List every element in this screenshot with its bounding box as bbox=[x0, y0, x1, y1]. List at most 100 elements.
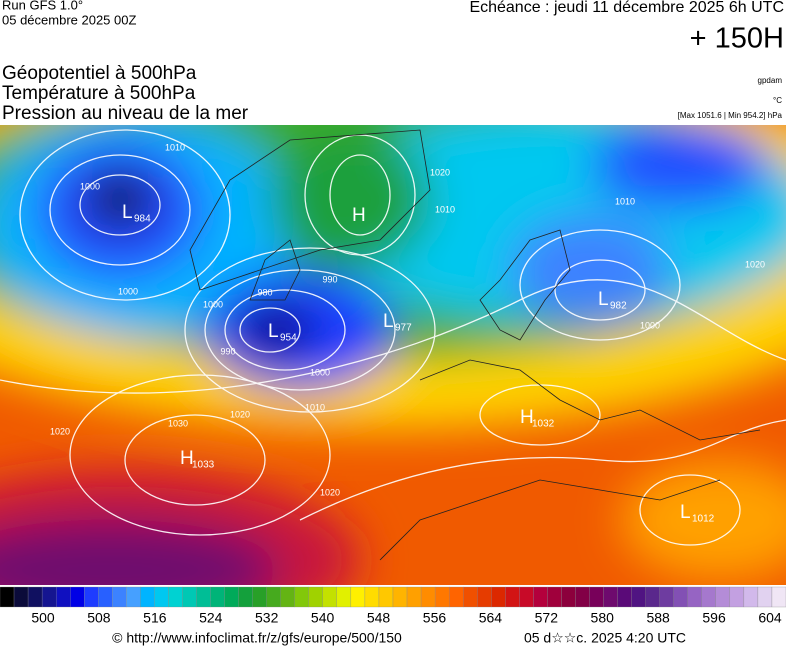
colorbar-swatch bbox=[280, 586, 295, 608]
isobar-label: 1000 bbox=[640, 320, 660, 330]
colorbar-swatch bbox=[154, 586, 169, 608]
colorbar-swatch bbox=[701, 586, 716, 608]
colorbar-swatch bbox=[420, 586, 436, 608]
generated-time: 05 d☆☆c. 2025 4:20 UTC bbox=[524, 630, 686, 646]
colorbar-swatch bbox=[533, 586, 548, 608]
field-title: Géopotentiel à 500hPa bbox=[2, 63, 197, 84]
colorbar-swatch bbox=[659, 586, 674, 608]
isobar-label: 1030 bbox=[168, 418, 188, 428]
colorbar-swatch bbox=[645, 586, 660, 608]
pressure-center-letter: L bbox=[598, 289, 609, 310]
colorbar-label: 556 bbox=[423, 610, 447, 626]
colorbar-swatch bbox=[364, 586, 380, 608]
isobar-label: 1020 bbox=[320, 487, 340, 497]
colorbar-swatch bbox=[266, 586, 281, 608]
colorbar-label: 564 bbox=[479, 610, 503, 626]
pressure-center-letter: L bbox=[383, 311, 394, 332]
colorbar-swatch bbox=[168, 586, 183, 608]
colorbar-label: 516 bbox=[143, 610, 167, 626]
isobar-label: 1020 bbox=[50, 426, 70, 436]
run-date: 05 décembre 2025 00Z bbox=[2, 12, 136, 27]
isobar-label: 1010 bbox=[435, 204, 455, 214]
unit-label: gpdam bbox=[758, 76, 783, 85]
colorbar-swatch bbox=[715, 586, 731, 608]
pressure-center-value: 977 bbox=[395, 323, 412, 334]
colorbar-label: 604 bbox=[758, 610, 782, 626]
colorbar-swatch bbox=[294, 586, 309, 608]
colorbar-swatch bbox=[70, 586, 85, 608]
run-label: Run GFS 1.0° bbox=[2, 0, 83, 12]
colorbar-swatch bbox=[434, 586, 450, 608]
colorbar-swatch bbox=[238, 586, 253, 608]
pressure-center-value: 954 bbox=[280, 333, 297, 344]
pressure-center-letter: L bbox=[122, 202, 133, 223]
colorbar-swatch bbox=[603, 586, 618, 608]
isobar-label: 1000 bbox=[80, 181, 100, 191]
colorbar-swatch bbox=[0, 586, 15, 608]
colorbar-swatch bbox=[757, 586, 773, 608]
valid-time: Echéance : jeudi 11 décembre 2025 6h UTC bbox=[469, 0, 784, 16]
colorbar-swatch bbox=[617, 586, 632, 608]
pressure-center-letter: L bbox=[680, 502, 691, 523]
colorbar-swatch bbox=[336, 586, 352, 608]
colorbar-label: 508 bbox=[87, 610, 111, 626]
colorbar-swatch bbox=[196, 586, 211, 608]
pressure-center-value: 1033 bbox=[192, 460, 215, 471]
isobar-label: 1020 bbox=[430, 167, 450, 177]
field-title: Température à 500hPa bbox=[2, 83, 196, 104]
colorbar-swatch bbox=[406, 586, 422, 608]
isobar-label: 990 bbox=[220, 346, 235, 356]
colorbar-swatch bbox=[743, 586, 759, 608]
colorbar-swatch bbox=[392, 586, 408, 608]
colorbar-swatch bbox=[308, 586, 323, 608]
unit-label: [Max 1051.6 | Min 954.2] hPa bbox=[678, 111, 783, 120]
colorbar-swatch bbox=[27, 586, 43, 608]
field-title: Pression au niveau de la mer bbox=[2, 103, 249, 124]
colorbar-label: 580 bbox=[591, 610, 615, 626]
pressure-center-value: 1032 bbox=[532, 419, 555, 430]
colorbar-swatch bbox=[575, 586, 590, 608]
isobar-label: 1000 bbox=[203, 299, 223, 309]
colorbar-label: 588 bbox=[646, 610, 670, 626]
colorbar-label: 524 bbox=[199, 610, 223, 626]
colorbar-label: 540 bbox=[311, 610, 335, 626]
pressure-center-value: 1012 bbox=[692, 514, 715, 525]
isobar-label: 1000 bbox=[118, 286, 138, 296]
unit-label: °C bbox=[773, 96, 782, 105]
colorbar-swatch bbox=[463, 586, 478, 608]
pressure-center-letter: H bbox=[180, 448, 194, 469]
colorbar-swatch bbox=[477, 586, 492, 608]
isobar-label: 1020 bbox=[745, 259, 765, 269]
colorbar-swatch bbox=[84, 586, 99, 608]
colorbar-swatch bbox=[771, 586, 786, 608]
colorbar-swatch bbox=[687, 586, 702, 608]
colorbar-swatch bbox=[98, 586, 113, 608]
colorbar-swatch bbox=[673, 586, 688, 608]
lead-time: + 150H bbox=[690, 23, 784, 55]
colorbar-swatch bbox=[140, 586, 155, 608]
colorbar-swatch bbox=[41, 586, 57, 608]
colorbar-swatch bbox=[322, 586, 338, 608]
isobar-label: 1000 bbox=[310, 367, 330, 377]
isobar-label: 1010 bbox=[615, 196, 635, 206]
colorbar: 500 508 516 524 532 540 548 556 564 572 580 588 596 6… bbox=[0, 586, 786, 626]
pressure-center-letter: H bbox=[352, 205, 366, 226]
isobar-label: 1010 bbox=[305, 402, 325, 412]
colorbar-swatch bbox=[631, 586, 646, 608]
colorbar-swatch bbox=[55, 586, 71, 608]
colorbar-swatch bbox=[182, 586, 197, 608]
colorbar-swatch bbox=[561, 586, 576, 608]
isobar-label: 1010 bbox=[165, 142, 185, 152]
colorbar-label: 548 bbox=[367, 610, 391, 626]
colorbar-label: 572 bbox=[535, 610, 559, 626]
colorbar-swatch bbox=[729, 586, 745, 608]
pressure-center-letter: L bbox=[268, 321, 279, 342]
colorbar-swatch bbox=[350, 586, 366, 608]
colorbar-swatch bbox=[126, 586, 141, 608]
colorbar-swatch bbox=[505, 586, 520, 608]
isobar-label: 990 bbox=[322, 274, 337, 284]
colorbar-label: 596 bbox=[702, 610, 726, 626]
isobar-label: 980 bbox=[257, 287, 272, 297]
